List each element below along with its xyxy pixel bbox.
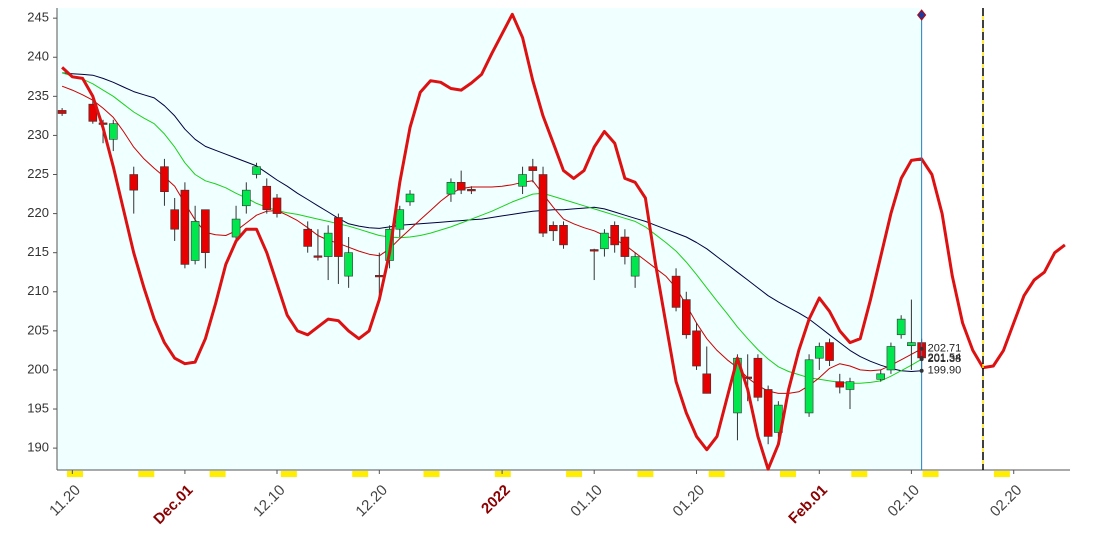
last-value-label: 201.38: [928, 353, 962, 365]
candle-body: [559, 225, 568, 246]
candle-body: [180, 189, 190, 265]
indicator-line: [61, 72, 922, 384]
x-tick-label: 01.10: [567, 482, 606, 521]
candle-body: [907, 342, 916, 347]
candle-body: [815, 346, 824, 359]
candle-body: [262, 185, 272, 210]
candle-body: [702, 373, 712, 394]
candle-body: [681, 299, 691, 336]
cursor-diamond: [916, 9, 927, 21]
axis-marker: [209, 471, 226, 477]
y-tick-label: 230: [27, 127, 49, 142]
last-value-label: 201.54: [928, 352, 962, 364]
axis-marker: [780, 471, 796, 477]
y-tick-label: 195: [27, 400, 49, 415]
y-tick-label: 225: [27, 166, 49, 181]
candle-body: [375, 275, 384, 278]
candle-body: [538, 174, 548, 234]
x-tick-label: 12.10: [250, 482, 289, 521]
candle-body: [671, 275, 681, 308]
candle-body: [528, 166, 538, 171]
last-value-dot: [919, 368, 924, 373]
candle-body: [692, 330, 701, 367]
candle-body: [804, 359, 814, 414]
candle-body: [57, 110, 67, 114]
x-tick-label: Dec.01: [150, 482, 196, 528]
x-tick-label: Feb.01: [785, 482, 831, 528]
candle-body: [886, 346, 896, 371]
candle-body: [763, 389, 773, 437]
candle-body: [231, 218, 241, 238]
candle-body: [313, 255, 323, 258]
candle-body: [323, 232, 333, 257]
axis-marker: [708, 471, 725, 477]
axis-marker: [280, 471, 297, 477]
candle-body: [876, 373, 886, 380]
axis-marker: [637, 471, 654, 477]
last-value-label: 199.90: [928, 365, 962, 377]
candle-body: [753, 357, 763, 398]
candle-body: [201, 209, 210, 253]
y-tick-label: 215: [27, 244, 49, 259]
candle-body: [334, 217, 343, 257]
candle-body: [129, 174, 139, 191]
candle-body: [518, 174, 527, 187]
y-tick-label: 200: [27, 361, 49, 376]
last-value-dot: [919, 357, 924, 362]
axis-marker: [566, 471, 583, 477]
last-value-dot: [919, 346, 924, 351]
candle-body: [252, 166, 261, 175]
axis-marker: [922, 471, 939, 477]
axis-marker: [851, 471, 868, 477]
axis-marker: [494, 471, 511, 477]
candle-body: [548, 225, 558, 232]
y-tick-label: 205: [27, 322, 49, 337]
axis-marker: [423, 471, 440, 477]
candle-body: [620, 236, 630, 257]
axis-marker: [138, 471, 155, 477]
candle-body: [467, 189, 476, 192]
candle-body: [108, 123, 118, 140]
x-tick-label: 11.20: [46, 482, 84, 520]
candle-body: [589, 249, 599, 252]
y-tick-label: 190: [27, 440, 49, 455]
x-tick-label: 12.20: [352, 482, 391, 521]
candle-body: [272, 197, 282, 214]
candle-body: [825, 342, 834, 361]
candle-body: [303, 228, 312, 247]
candle-body: [845, 381, 855, 390]
axis-marker: [352, 471, 369, 477]
candle-body: [344, 252, 353, 277]
y-tick-label: 240: [27, 49, 49, 64]
indicator-line: [61, 12, 1066, 471]
candle-body: [600, 232, 609, 250]
candle-body: [160, 166, 169, 193]
axis-marker: [993, 471, 1010, 477]
future-background: [921, 8, 1070, 470]
candle-body: [395, 209, 405, 230]
candle-body: [630, 256, 640, 277]
x-tick-label: 2022: [478, 482, 514, 518]
candle-body: [610, 225, 619, 246]
candle-body: [446, 182, 456, 195]
candle-body: [190, 221, 200, 261]
candle-body: [405, 193, 415, 203]
y-tick-label: 235: [27, 88, 49, 103]
last-value-label: 202.71: [928, 343, 962, 355]
candle-body: [241, 189, 251, 207]
candle-body: [835, 381, 845, 388]
indicator-line: [62, 72, 922, 372]
x-tick-label: 02.10: [884, 482, 923, 521]
y-tick-label: 220: [27, 205, 49, 220]
y-tick-label: 245: [27, 10, 49, 25]
candle-body: [170, 209, 179, 230]
x-tick-label: 01.20: [670, 482, 709, 521]
candle-body: [456, 182, 466, 191]
axis-marker: [67, 471, 83, 477]
candle-body: [896, 318, 906, 336]
x-tick-label: 02.20: [987, 482, 1026, 521]
y-tick-label: 210: [27, 283, 49, 298]
